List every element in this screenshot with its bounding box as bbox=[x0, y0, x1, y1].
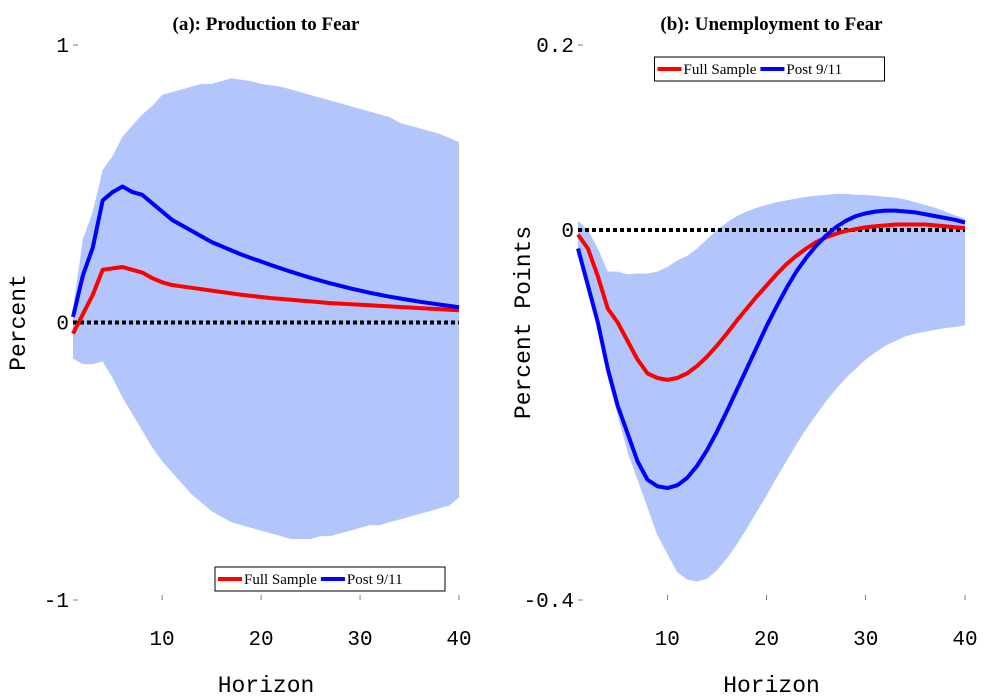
chart-title: (b): Unemployment to Fear bbox=[660, 14, 883, 35]
x-tick-label: 40 bbox=[952, 629, 977, 652]
confidence-band bbox=[73, 78, 459, 539]
x-axis-label: Horizon bbox=[218, 673, 315, 699]
series-line bbox=[71, 265, 460, 335]
y-tick-label: -1 bbox=[44, 591, 69, 614]
y-tick-label: 0.2 bbox=[536, 36, 574, 59]
y-axis-label: Percent Points bbox=[511, 226, 537, 419]
y-tick-label: 1 bbox=[56, 36, 69, 59]
y-tick-label: 0 bbox=[561, 221, 574, 244]
x-tick-label: 20 bbox=[248, 629, 273, 652]
series-line bbox=[576, 222, 966, 382]
x-tick-label: 10 bbox=[149, 629, 174, 652]
legend-label: Post 9/11 bbox=[347, 572, 403, 588]
y-tick-label: 0 bbox=[56, 314, 69, 337]
series-line bbox=[71, 184, 460, 318]
legend-label: Post 9/11 bbox=[786, 62, 842, 78]
x-tick-label: 30 bbox=[347, 629, 372, 652]
x-tick-label: 20 bbox=[754, 629, 779, 652]
x-tick-label: 30 bbox=[853, 629, 878, 652]
legend-label: Full Sample bbox=[244, 572, 317, 588]
series-line bbox=[576, 208, 966, 491]
x-tick-label: 10 bbox=[655, 629, 680, 652]
y-tick-label: -0.4 bbox=[524, 591, 574, 614]
y-axis-label: Percent bbox=[6, 274, 32, 371]
chart-title: (a): Production to Fear bbox=[173, 14, 361, 35]
confidence-band bbox=[578, 193, 965, 582]
legend-label: Full Sample bbox=[684, 62, 757, 78]
x-axis-label: Horizon bbox=[723, 673, 820, 699]
x-tick-label: 40 bbox=[446, 629, 471, 652]
